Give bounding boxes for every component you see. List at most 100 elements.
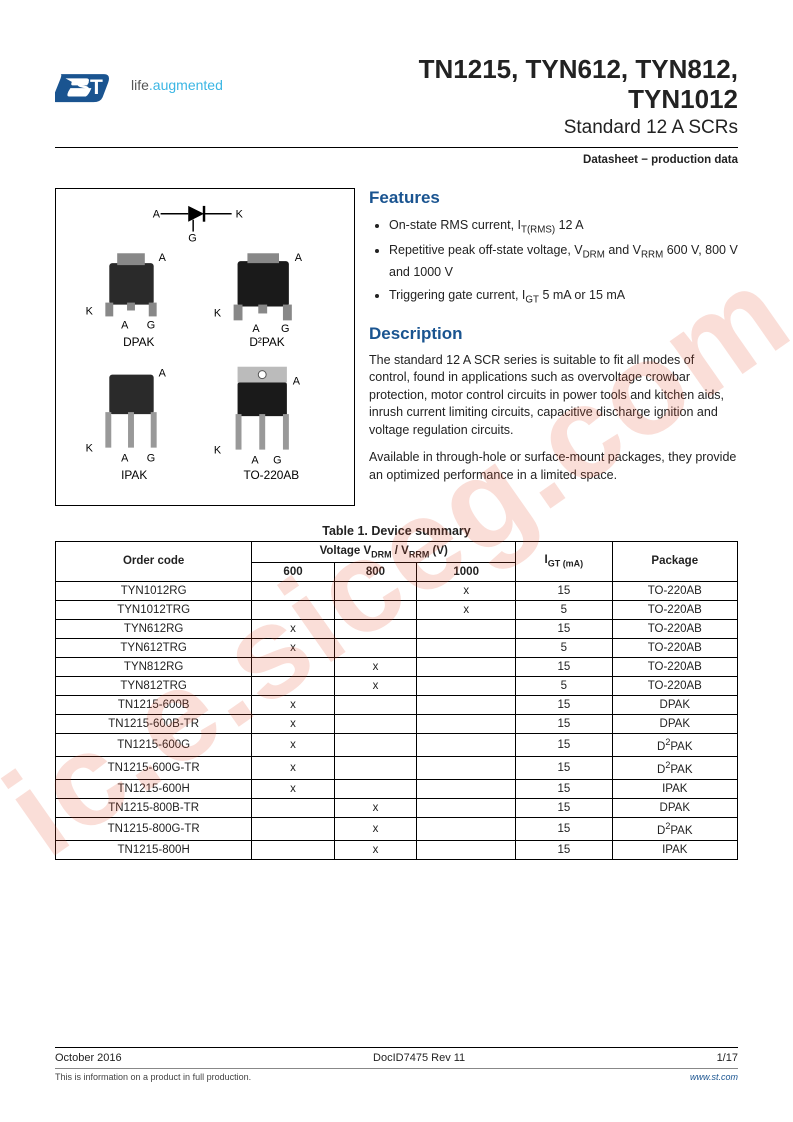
feature-item: Triggering gate current, IGT 5 mA or 15 …: [389, 286, 738, 308]
cell-pkg: TO-220AB: [612, 677, 737, 696]
cell-code: TN1215-800H: [56, 840, 252, 859]
cell-igt: 15: [516, 779, 612, 798]
svg-text:A: A: [252, 323, 260, 335]
table-row: TN1215-600Gx15D2PAK: [56, 734, 738, 757]
cell-v600: x: [252, 779, 334, 798]
page-footer: October 2016 DocID7475 Rev 11 1/17 This …: [55, 1047, 738, 1082]
cell-igt: 5: [516, 601, 612, 620]
cell-v800: [334, 639, 416, 658]
feature-item: Repetitive peak off-state voltage, VDRM …: [389, 241, 738, 282]
description-section: Description The standard 12 A SCR series…: [369, 324, 738, 485]
cell-v600: [252, 601, 334, 620]
cell-v600: [252, 840, 334, 859]
cell-v1000: [417, 779, 516, 798]
cell-pkg: IPAK: [612, 779, 737, 798]
table-row: TYN612TRGx 5TO-220AB: [56, 639, 738, 658]
title-block: TN1215, TYN612, TYN812, TYN1012 Standard…: [419, 55, 738, 139]
cell-pkg: DPAK: [612, 696, 737, 715]
cell-v800: [334, 601, 416, 620]
cell-igt: 15: [516, 658, 612, 677]
doc-type-label: Datasheet − production data: [55, 154, 738, 166]
cell-code: TYN812TRG: [56, 677, 252, 696]
cell-v1000: [417, 817, 516, 840]
cell-code: TN1215-600G: [56, 734, 252, 757]
cell-code: TYN812RG: [56, 658, 252, 677]
cell-code: TN1215-600G-TR: [56, 756, 252, 779]
cell-v600: x: [252, 696, 334, 715]
cell-code: TYN1012TRG: [56, 601, 252, 620]
header-row: ST life.augmented TN1215, TYN612, TYN812…: [55, 55, 738, 139]
cell-v800: [334, 620, 416, 639]
cell-pkg: D2PAK: [612, 734, 737, 757]
cell-v1000: x: [417, 582, 516, 601]
cell-v1000: [417, 620, 516, 639]
svg-text:K: K: [214, 444, 222, 456]
st-logo-icon: ST: [55, 65, 125, 105]
table-row: TN1215-600Bx15DPAK: [56, 696, 738, 715]
cell-igt: 5: [516, 639, 612, 658]
cell-code: TN1215-800B-TR: [56, 798, 252, 817]
svg-text:G: G: [188, 232, 196, 244]
cell-pkg: IPAK: [612, 840, 737, 859]
table-row: TYN812RGx15TO-220AB: [56, 658, 738, 677]
logo-tagline: life.augmented: [131, 77, 223, 93]
col-voltage: Voltage VDRM / VRRM (V): [252, 541, 516, 562]
cell-v1000: x: [417, 601, 516, 620]
table-row: TN1215-600Hx15IPAK: [56, 779, 738, 798]
description-heading: Description: [369, 324, 738, 344]
cell-pkg: DPAK: [612, 715, 737, 734]
cell-v1000: [417, 658, 516, 677]
svg-text:G: G: [147, 452, 155, 464]
cell-pkg: TO-220AB: [612, 639, 737, 658]
cell-pkg: D2PAK: [612, 756, 737, 779]
table-row: TYN1012TRG x5TO-220AB: [56, 601, 738, 620]
col-1000: 1000: [417, 563, 516, 582]
header-rule: [55, 147, 738, 148]
cell-pkg: TO-220AB: [612, 620, 737, 639]
doc-title: TN1215, TYN612, TYN812, TYN1012: [419, 55, 738, 115]
table-row: TYN812TRGx5TO-220AB: [56, 677, 738, 696]
svg-text:G: G: [281, 323, 289, 335]
features-section: Features On-state RMS current, IT(RMS) 1…: [369, 188, 738, 308]
col-igt: IGT (mA): [516, 541, 612, 581]
cell-v800: [334, 756, 416, 779]
cell-v1000: [417, 798, 516, 817]
cell-v600: x: [252, 639, 334, 658]
svg-text:DPAK: DPAK: [123, 335, 154, 349]
cell-v600: x: [252, 620, 334, 639]
cell-v1000: [417, 734, 516, 757]
cell-v1000: [417, 696, 516, 715]
cell-v800: [334, 582, 416, 601]
svg-text:IPAK: IPAK: [121, 468, 147, 482]
cell-code: TYN612TRG: [56, 639, 252, 658]
cell-code: TN1215-600B-TR: [56, 715, 252, 734]
cell-code: TN1215-600B: [56, 696, 252, 715]
svg-text:A: A: [121, 452, 129, 464]
svg-text:A: A: [159, 367, 167, 379]
svg-text:G: G: [147, 319, 155, 331]
cell-v600: x: [252, 715, 334, 734]
cell-v600: x: [252, 756, 334, 779]
cell-igt: 15: [516, 715, 612, 734]
svg-text:A: A: [121, 319, 129, 331]
table-caption: Table 1. Device summary: [55, 524, 738, 538]
footer-page: 1/17: [717, 1052, 738, 1064]
cell-igt: 15: [516, 756, 612, 779]
svg-text:K: K: [214, 307, 222, 319]
svg-text:TO-220AB: TO-220AB: [243, 468, 299, 482]
svg-text:K: K: [236, 209, 244, 221]
svg-text:A: A: [295, 252, 303, 264]
cell-igt: 15: [516, 734, 612, 757]
cell-v800: x: [334, 840, 416, 859]
cell-v800: x: [334, 658, 416, 677]
col-package: Package: [612, 541, 737, 581]
cell-v800: [334, 715, 416, 734]
cell-igt: 5: [516, 677, 612, 696]
footer-note: This is information on a product in full…: [55, 1072, 251, 1082]
features-heading: Features: [369, 188, 738, 208]
device-summary-table: Order code Voltage VDRM / VRRM (V) IGT (…: [55, 541, 738, 860]
col-800: 800: [334, 563, 416, 582]
cell-pkg: TO-220AB: [612, 601, 737, 620]
table-row: TYN612RGx15TO-220AB: [56, 620, 738, 639]
svg-text:K: K: [86, 305, 94, 317]
